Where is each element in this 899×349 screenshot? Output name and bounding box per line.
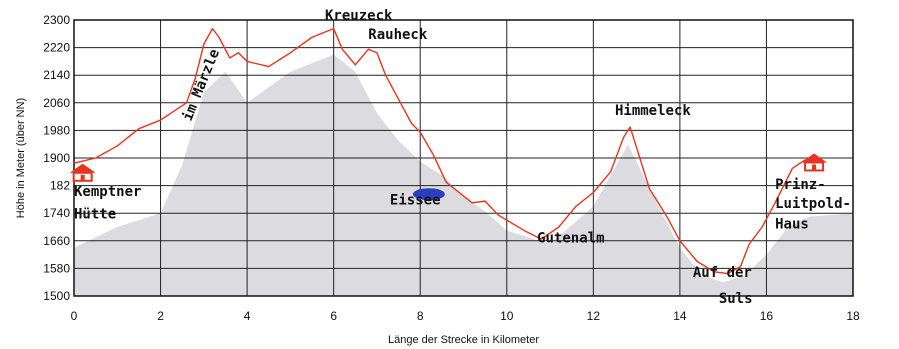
place-label: Luitpold- [775, 196, 851, 212]
place-label: Haus [775, 217, 809, 233]
x-tick-label: 0 [71, 309, 78, 323]
place-label: Prinz- [775, 177, 826, 193]
y-tick-label: 1660 [43, 234, 70, 248]
terrain-silhouette [74, 54, 853, 296]
y-tick-label: 1900 [43, 151, 70, 165]
y-tick-labels: 2300 2220 2140 2060 1980 1900 182 1740 1660 1580 1… [43, 13, 70, 303]
place-label: Kreuzeck [325, 8, 393, 24]
y-tick-label: 2300 [43, 13, 70, 27]
elevation-line [73, 27, 806, 275]
y-tick-label: 2140 [43, 68, 70, 82]
y-tick-label: 1980 [43, 123, 70, 137]
y-tick-label: 2220 [43, 41, 70, 55]
y-tick-label: 2060 [43, 96, 70, 110]
x-tick-label: 2 [157, 309, 164, 323]
x-tick-labels: 0 2 4 6 8 10 12 14 16 18 [71, 309, 860, 323]
plot-frame [73, 19, 854, 297]
place-label: Gutenalm [537, 231, 604, 247]
x-tick-label: 12 [587, 309, 601, 323]
place-label: Hütte [74, 206, 116, 222]
place-label: Himmeleck [615, 103, 691, 119]
hut-icon [801, 153, 828, 172]
hut-icon [69, 163, 96, 182]
y-tick-label: 1500 [43, 289, 70, 303]
place-label: Suls [719, 291, 753, 307]
x-tick-label: 14 [673, 309, 687, 323]
x-axis-label: Länge der Strecke in Kilometer [388, 334, 539, 346]
x-tick-label: 8 [417, 309, 424, 323]
place-label: Rauheck [368, 27, 428, 43]
place-label: Kemptner [74, 184, 141, 200]
place-label: Eissee [390, 193, 441, 209]
lake-marker [412, 188, 445, 201]
y-tick-label: 182 [50, 179, 70, 193]
y-axis-label: Höhe in Meter (über NN) [15, 98, 27, 218]
x-tick-label: 4 [244, 309, 251, 323]
y-tick-label: 1740 [43, 206, 70, 220]
place-label: Auf der [693, 265, 752, 281]
y-tick-label: 1580 [43, 261, 70, 275]
map-markers [69, 153, 828, 201]
x-tick-label: 6 [330, 309, 337, 323]
x-tick-label: 10 [500, 309, 514, 323]
x-tick-label: 18 [846, 309, 860, 323]
x-tick-label: 16 [760, 309, 774, 323]
